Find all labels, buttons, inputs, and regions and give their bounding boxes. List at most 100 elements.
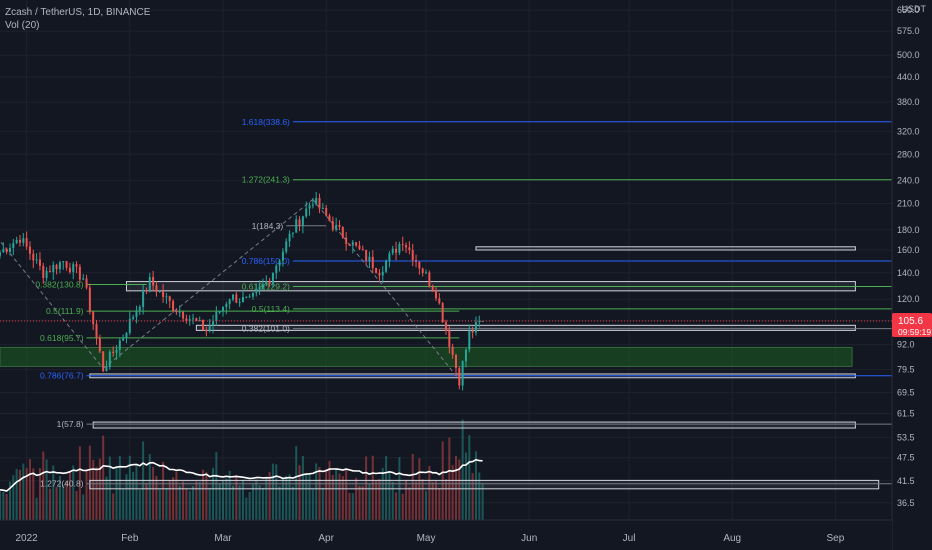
volume-bar: [361, 486, 364, 520]
volume-bar: [128, 455, 131, 520]
green-zone: [0, 346, 853, 367]
volume-bar: [301, 455, 304, 520]
candle-body: [391, 248, 394, 254]
volume-bar: [158, 489, 161, 520]
candle-body: [398, 244, 401, 253]
candle-body: [255, 289, 258, 293]
price-axis-bg: [892, 0, 932, 550]
candle-body: [25, 238, 28, 247]
volume-bar: [118, 456, 121, 520]
volume-bar: [22, 463, 25, 520]
volume-bar: [55, 487, 58, 520]
fib-levels: 1.618(338.6) 1.272(241.3) 1(184.3) 0.786(15…: [35, 117, 892, 489]
candle-body: [42, 265, 45, 278]
candle-body: [122, 337, 125, 341]
volume-bar: [474, 451, 477, 520]
candle-body: [132, 317, 135, 319]
volume-bar: [381, 467, 384, 520]
price-tick-label: 36.5: [897, 498, 915, 508]
last-price-value: 105.6: [898, 316, 923, 327]
volume-bar: [375, 481, 378, 520]
candle-body: [461, 361, 464, 386]
candle-body: [261, 284, 264, 287]
volume-bar: [271, 463, 274, 520]
time-tick-label: May: [417, 533, 436, 544]
volume-bar: [288, 474, 291, 520]
price-tick-label: 650.0: [897, 5, 920, 15]
candle-body: [474, 322, 477, 333]
volume-bar: [464, 452, 467, 520]
fib-label: 1(184.3): [252, 221, 284, 231]
price-tick-label: 160.0: [897, 245, 920, 255]
volume-bar: [478, 472, 481, 520]
candle-body: [361, 249, 364, 251]
candle-body: [228, 299, 231, 305]
volume-bar: [2, 492, 5, 520]
price-tick-label: 53.5: [897, 432, 915, 442]
candle-body: [378, 272, 381, 276]
volume-bar: [308, 474, 311, 520]
volume-bar: [72, 465, 75, 520]
candle-body: [22, 238, 25, 243]
candle-body: [301, 216, 304, 226]
time-tick-label: Jun: [521, 533, 537, 544]
volume-bar: [231, 485, 234, 520]
volume-bar: [102, 435, 105, 520]
volume-bar: [42, 451, 45, 520]
volume-bar: [138, 489, 141, 520]
volume-bar: [8, 481, 11, 520]
candle-body: [248, 296, 251, 298]
fib-label: 0.382(101.0): [242, 324, 290, 334]
volume-bar: [228, 470, 231, 520]
volume-bar: [388, 472, 391, 520]
candle-body: [241, 296, 244, 302]
volume-bar: [115, 468, 118, 520]
fib-dashed-leg: [312, 199, 460, 380]
candle-body: [92, 311, 95, 325]
candle-body: [298, 219, 301, 226]
candle-body: [464, 349, 467, 362]
candle-body: [102, 351, 105, 372]
chart-legend: Zcash / TetherUS, 1D, BINANCE Vol (20): [5, 6, 150, 32]
candle-body: [195, 318, 198, 322]
candle-body: [152, 277, 155, 286]
volume-bar: [401, 493, 404, 520]
candle-body: [52, 264, 55, 273]
volume-bar: [175, 471, 178, 520]
volume-bar: [32, 468, 35, 520]
outline-zone: [475, 246, 856, 251]
volume-bar: [225, 478, 228, 520]
candle-body: [231, 294, 234, 300]
volume-bar: [215, 452, 218, 520]
volume-bar: [172, 477, 175, 520]
volume-bar: [428, 465, 431, 520]
candle-body: [158, 291, 161, 293]
candle-body: [162, 291, 165, 297]
volume-bar: [471, 473, 474, 520]
volume-bar: [0, 491, 1, 520]
candle-body: [142, 290, 145, 307]
candle-body: [0, 252, 1, 256]
volume-bar: [468, 435, 471, 520]
fib-label: 0.382(130.8): [35, 279, 83, 289]
candle-body: [78, 266, 81, 280]
fib-label: 0.618(95.7): [40, 333, 84, 343]
price-tick-label: 210.0: [897, 198, 920, 208]
candle-body: [395, 248, 398, 253]
volume-indicator-label[interactable]: Vol (20): [5, 20, 40, 31]
volume-bar: [148, 454, 151, 520]
volume-bar: [341, 476, 344, 520]
candle-body: [238, 301, 241, 303]
volume-bar: [135, 465, 138, 520]
price-tick-label: 180.0: [897, 225, 920, 235]
candle-body: [468, 330, 471, 350]
volume-bar: [371, 455, 374, 520]
fib-label: 1.272(40.8): [40, 479, 84, 489]
candle-body: [72, 264, 75, 273]
symbol-title[interactable]: Zcash / TetherUS, 1D, BINANCE: [5, 7, 151, 18]
volume-ma-line: [0, 458, 483, 492]
volume-bar: [108, 456, 111, 520]
candle-body: [385, 261, 388, 272]
candle-body: [48, 270, 51, 273]
